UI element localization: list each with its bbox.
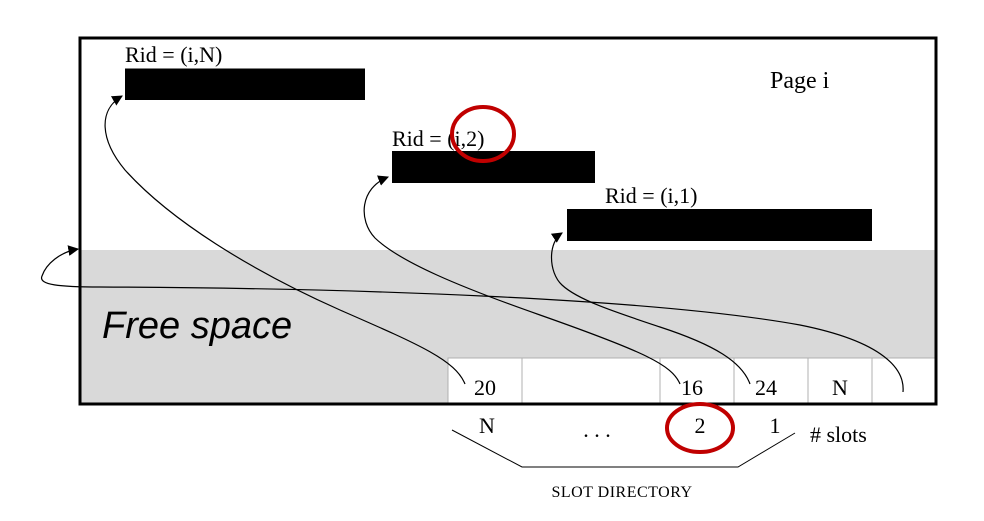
slot-value-20: 20: [474, 375, 496, 400]
pointer-arrow-slot-1: [550, 232, 751, 385]
slot-value-16: 16: [681, 375, 703, 400]
free-space-label: Free space: [102, 305, 292, 347]
record-bar-1: [567, 209, 872, 241]
slot-cell-20: [447, 357, 523, 405]
slots-count-label: # slots: [810, 422, 867, 447]
record-label-1: Rid = (i,1): [605, 183, 697, 208]
slot-directory: [447, 357, 937, 405]
pointer-arrow-slot-2: [363, 175, 681, 385]
record-bar-2: [392, 151, 595, 183]
slot-index-n: N: [479, 413, 495, 438]
slot-directory-brace: [451, 429, 796, 468]
slot-directory-label: SLOT DIRECTORY: [551, 484, 692, 501]
page-border: [78, 36, 938, 406]
slot-cell-count: [871, 357, 937, 405]
record-bar-n: [125, 69, 365, 100]
record-label-n: Rid = (i,N): [125, 42, 222, 67]
pointer-arrow-free-space: [41, 245, 904, 393]
slot-value-24: 24: [755, 375, 777, 400]
slot-index-2: 2: [695, 413, 706, 438]
page-label: Page i: [770, 68, 830, 94]
slot-value-n: N: [832, 375, 848, 400]
slot-cell-16: [659, 357, 735, 405]
highlight-circle-rid-2: [450, 105, 516, 163]
record-label-2: Rid = (i,2): [392, 126, 484, 151]
slot-cell-gap: [521, 357, 661, 405]
slot-index-ellipsis: . . .: [583, 417, 611, 442]
highlight-circle-slot-2: [665, 402, 735, 454]
slot-index-1: 1: [770, 413, 781, 438]
pointer-arrow-slot-n: [104, 95, 466, 385]
